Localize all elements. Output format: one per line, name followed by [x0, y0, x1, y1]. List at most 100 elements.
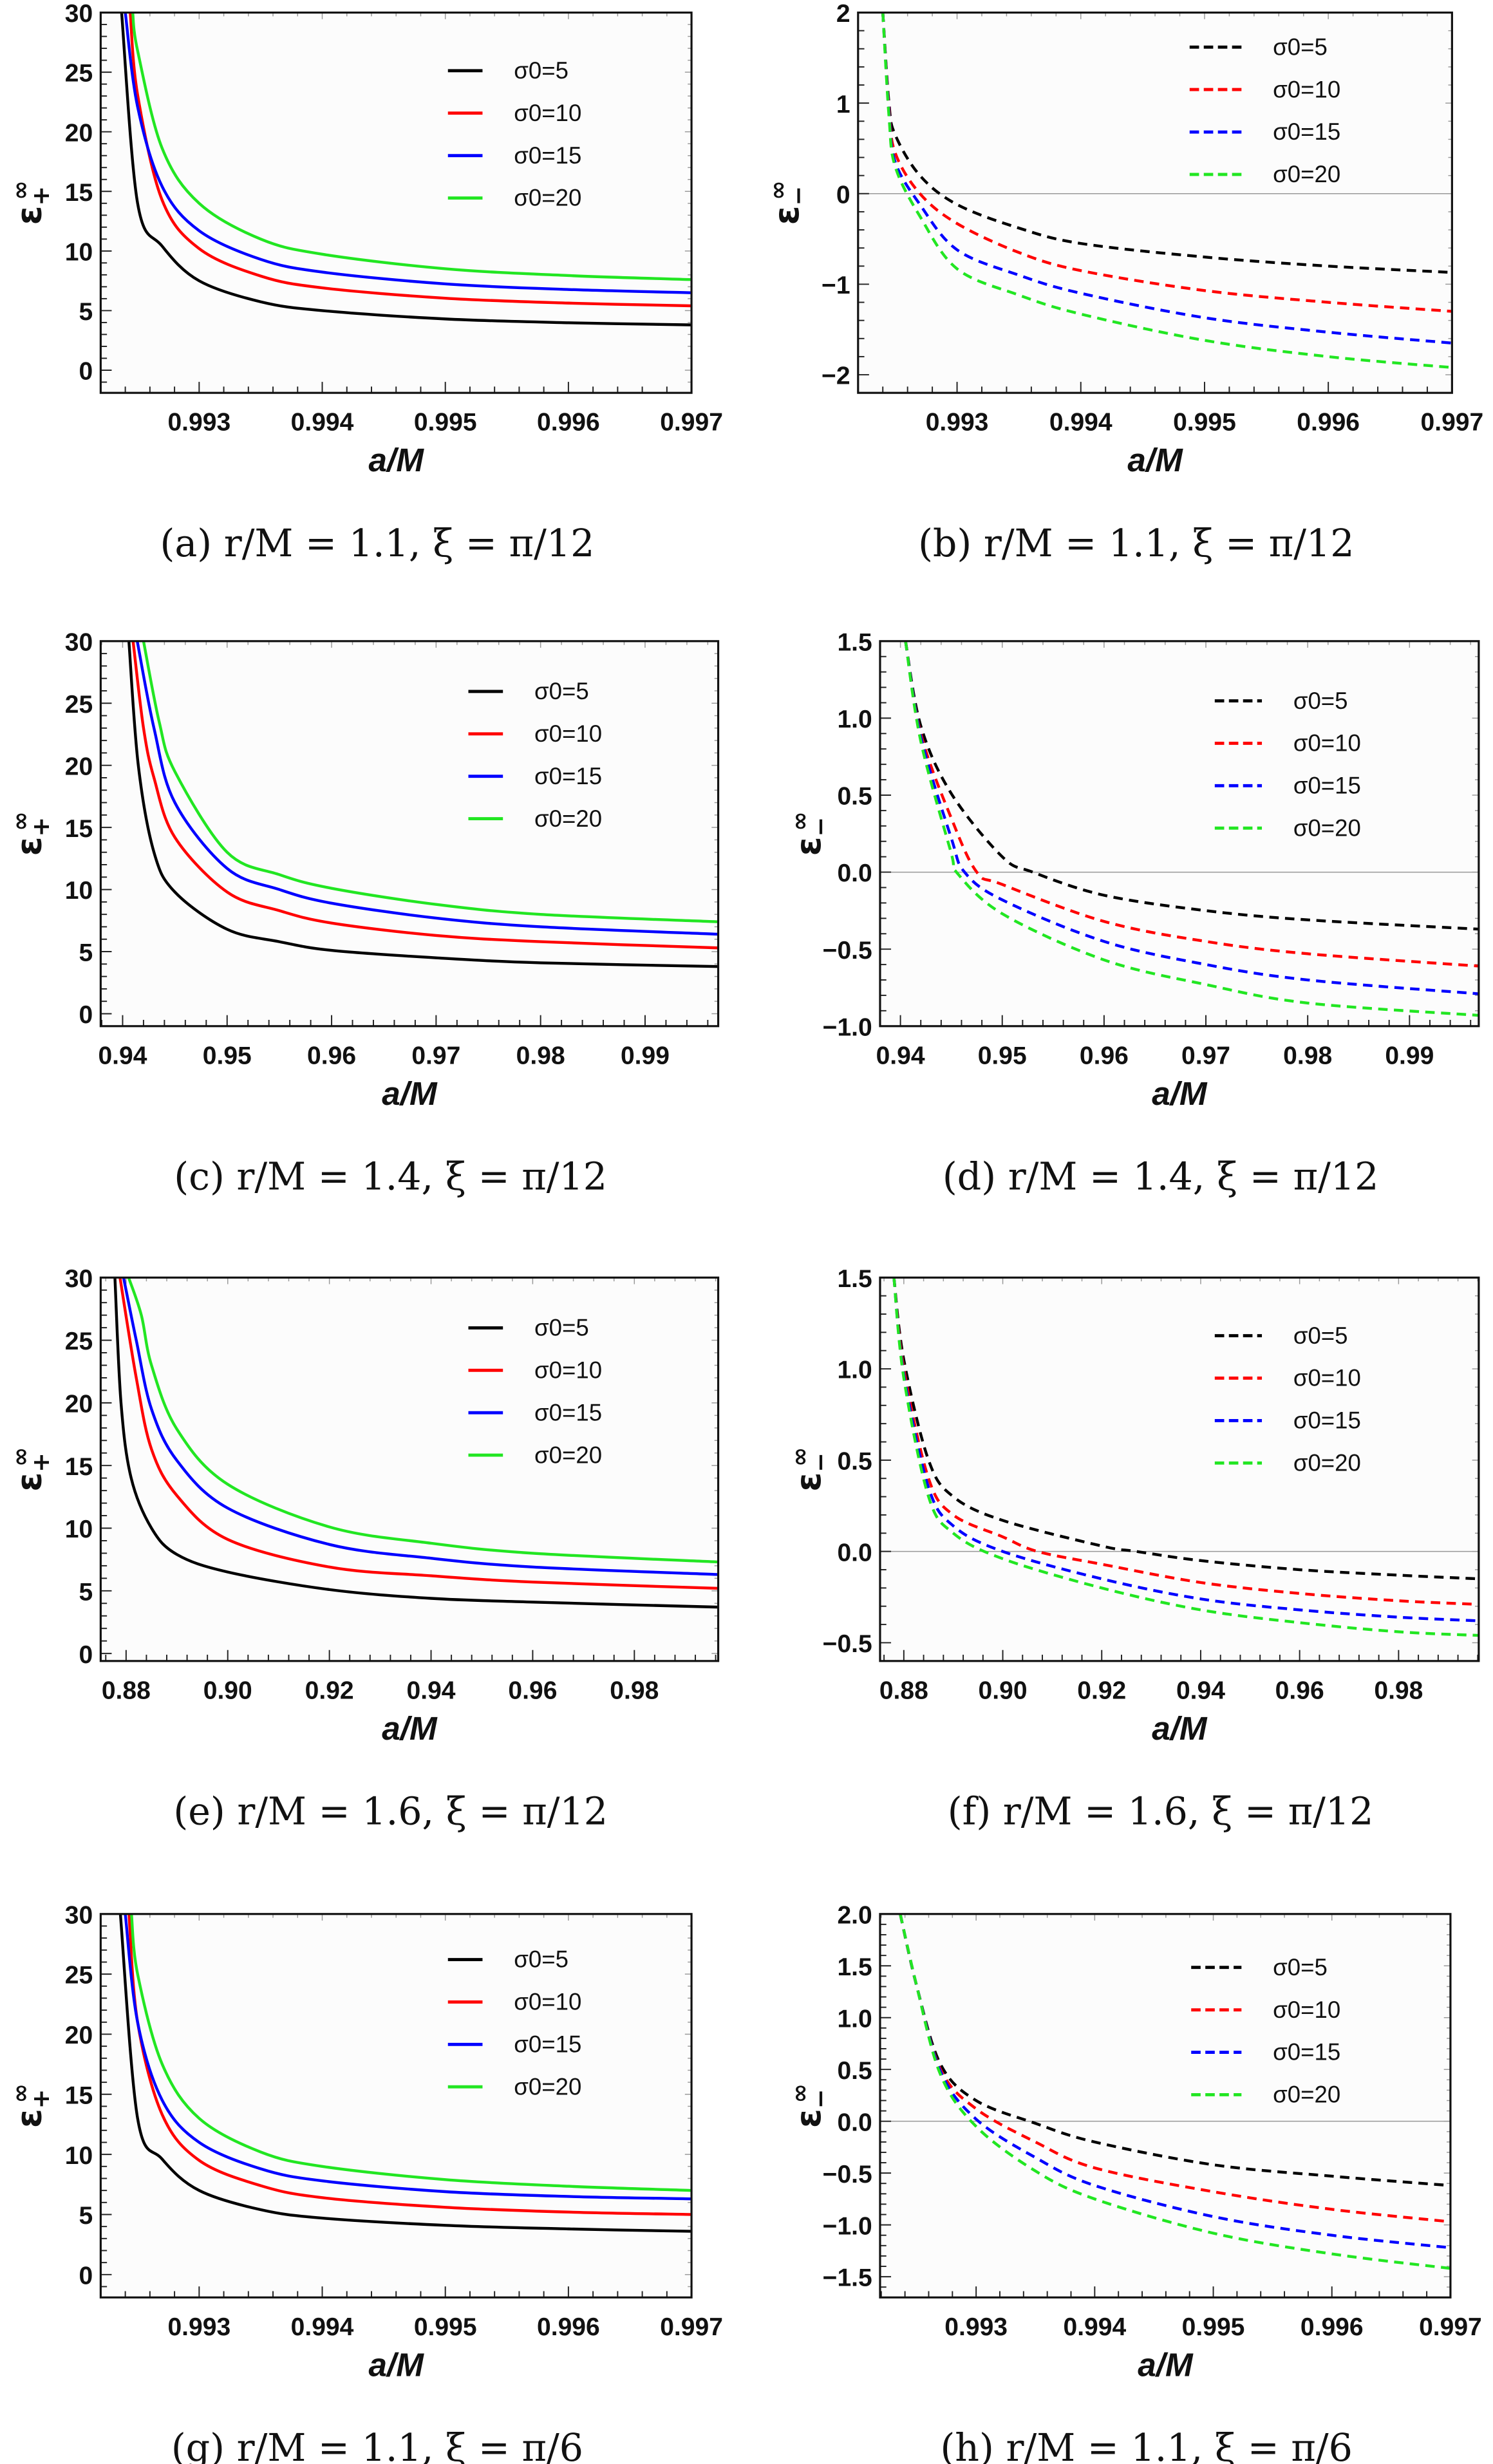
legend-label: σ0=5 — [534, 678, 589, 704]
plot-frame — [99, 11, 693, 394]
y-tick-label: 5 — [79, 298, 93, 326]
plot-frame — [99, 1913, 693, 2299]
y-tick-label: 0 — [79, 2262, 93, 2290]
y-tick-label: 1.5 — [837, 1953, 872, 1981]
y-axis-label: ε+∞ — [6, 811, 55, 856]
legend-label: σ0=20 — [534, 1442, 602, 1468]
y-tick-label: 0 — [836, 181, 850, 209]
x-tick-label: 0.993 — [167, 409, 230, 437]
x-tick-label: 0.997 — [1419, 2313, 1482, 2341]
series-line-σ0-15 — [136, 641, 718, 936]
legend-label: σ0=15 — [514, 142, 581, 169]
y-tick-label: 5 — [79, 1578, 93, 1606]
legend: σ0=5 σ0=10 σ0=15 σ0=20 — [1214, 688, 1361, 841]
legend-label: σ0=10 — [534, 720, 602, 747]
x-tick-label: 0.98 — [610, 1677, 659, 1704]
y-label-symbol: ε — [9, 836, 50, 856]
series-line-σ0-5 — [120, 12, 692, 326]
series-line-σ0-15 — [124, 12, 692, 294]
y-tick-label: 0.0 — [837, 860, 872, 887]
legend-label: σ0=5 — [1293, 1322, 1348, 1349]
y-tick-label: 10 — [65, 877, 93, 905]
subfigure-caption: (b) r/M = 1.1, ξ = π/12 — [918, 522, 1354, 565]
series-line-σ0-20 — [899, 1914, 1451, 2270]
legend-label: σ0=10 — [534, 1357, 602, 1383]
y-axis-label: ε−∞ — [786, 2083, 834, 2128]
y-tick-label: 1.5 — [837, 628, 872, 656]
legend-label: σ0=10 — [1293, 730, 1361, 757]
plot-frame — [857, 11, 1453, 394]
x-tick-label: 0.997 — [660, 409, 723, 437]
series-line-σ0-15 — [904, 641, 1479, 995]
x-tick-label: 0.995 — [414, 2313, 477, 2341]
y-axis-label: ε+∞ — [6, 2083, 55, 2128]
legend-label: σ0=15 — [1293, 1407, 1361, 1434]
x-tick-label: 0.96 — [508, 1677, 557, 1704]
x-tick-label: 0.97 — [411, 1042, 460, 1069]
y-tick-label: 20 — [65, 2022, 93, 2049]
legend-label: σ0=5 — [514, 1946, 568, 1973]
plot-area — [879, 1914, 1451, 2298]
y-tick-label: 1.0 — [837, 706, 872, 733]
x-tick-label: 0.95 — [203, 1042, 252, 1069]
legend-label: σ0=10 — [1273, 76, 1340, 102]
legend-label: σ0=20 — [534, 805, 602, 832]
x-tick-label: 0.94 — [98, 1042, 147, 1069]
x-tick-label: 0.99 — [621, 1042, 670, 1069]
series-line-σ0-5 — [118, 1914, 692, 2233]
x-tick-label: 0.996 — [1297, 409, 1360, 437]
y-tick-label: 1.0 — [837, 2005, 872, 2033]
x-tick-label: 0.92 — [305, 1677, 354, 1704]
series-line-σ0-10 — [881, 12, 1452, 313]
y-tick-label: 20 — [65, 1391, 93, 1418]
y-label-superscript: ∞ — [6, 180, 34, 200]
y-tick-label: 0 — [79, 1001, 93, 1029]
y-tick-label: 25 — [65, 1328, 93, 1355]
series-line-σ0-15 — [122, 1277, 718, 1576]
plot-area — [879, 641, 1479, 1026]
y-label-subscript: − — [806, 2089, 834, 2109]
legend: σ0=5 σ0=10 σ0=15 σ0=20 — [447, 57, 581, 211]
y-label-symbol: ε — [9, 2109, 50, 2128]
x-axis-label: a/M — [382, 1075, 438, 1112]
legend-label: σ0=5 — [1273, 33, 1328, 60]
x-tick-label: 0.996 — [537, 2313, 600, 2341]
y-tick-label: 30 — [65, 1901, 93, 1929]
chart-panel-c: 0.94 0.95 0.96 0.97 0.98 0.99 0 5 10 15 20 25 30 σ0=5… — [6, 628, 720, 1199]
x-tick-label: 0.993 — [944, 2313, 1008, 2341]
x-axis-label: a/M — [369, 442, 425, 478]
x-axis-label: a/M — [1152, 1710, 1208, 1747]
x-tick-label: 0.94 — [1176, 1677, 1225, 1704]
x-axis-label: a/M — [1152, 1075, 1208, 1112]
y-label-superscript: ∞ — [6, 1447, 34, 1467]
x-tick-label: 0.996 — [537, 409, 600, 437]
x-tick-label: 0.96 — [1080, 1042, 1129, 1069]
y-label-superscript: ∞ — [786, 2083, 814, 2103]
plot-frame — [99, 1276, 720, 1662]
x-tick-label: 0.995 — [1182, 2313, 1245, 2341]
legend: σ0=5 σ0=10 σ0=15 σ0=20 — [1214, 1322, 1361, 1476]
y-tick-label: 15 — [65, 2082, 93, 2109]
x-tick-label: 0.90 — [203, 1677, 252, 1704]
y-tick-label: 0 — [79, 1641, 93, 1669]
plot-area — [100, 1914, 692, 2298]
y-tick-label: 15 — [65, 1453, 93, 1481]
legend-label: σ0=10 — [1273, 1997, 1340, 2023]
series-line-σ0-20 — [892, 1277, 1479, 1637]
series-line-σ0-5 — [899, 1914, 1451, 2187]
y-label-subscript: − — [806, 1453, 834, 1472]
y-tick-label: 5 — [79, 2202, 93, 2230]
chart-panel-f: 0.88 0.90 0.92 0.94 0.96 0.98 −0.5 0.0 0.5 1.0 1.5… — [786, 1265, 1480, 1834]
series-line-σ0-20 — [142, 641, 718, 923]
x-axis-label: a/M — [369, 2346, 425, 2383]
y-tick-label: −0.5 — [823, 937, 872, 964]
y-tick-label: −2 — [822, 362, 850, 390]
y-axis-label: ε−∞ — [764, 180, 812, 225]
y-tick-label: 1.5 — [837, 1265, 872, 1293]
series-line-σ0-5 — [127, 641, 718, 968]
x-tick-label: 0.98 — [516, 1042, 565, 1069]
plot-area — [858, 12, 1452, 393]
y-axis-label: ε+∞ — [6, 1447, 55, 1491]
y-tick-label: 20 — [65, 753, 93, 780]
legend-label: σ0=5 — [1273, 1954, 1328, 1980]
